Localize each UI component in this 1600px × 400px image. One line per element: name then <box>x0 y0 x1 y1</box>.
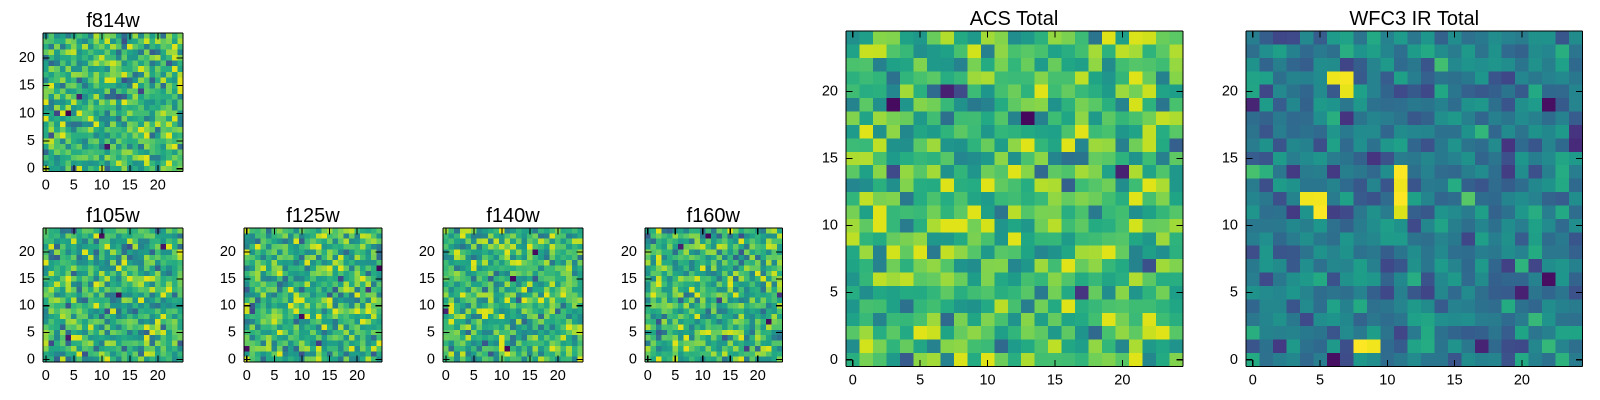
svg-text:5: 5 <box>916 373 924 389</box>
svg-text:20: 20 <box>220 244 236 260</box>
svg-text:0: 0 <box>27 351 35 367</box>
svg-text:10: 10 <box>19 105 35 121</box>
svg-text:5: 5 <box>270 368 278 384</box>
svg-text:15: 15 <box>722 368 738 384</box>
svg-text:10: 10 <box>220 297 236 313</box>
svg-text:15: 15 <box>522 368 538 384</box>
svg-text:10: 10 <box>821 218 837 234</box>
svg-text:0: 0 <box>829 352 837 368</box>
svg-text:15: 15 <box>19 270 35 286</box>
svg-text:20: 20 <box>550 368 566 384</box>
svg-text:20: 20 <box>821 83 837 99</box>
svg-text:5: 5 <box>228 324 236 340</box>
svg-text:5: 5 <box>628 324 636 340</box>
svg-text:0: 0 <box>42 177 50 193</box>
svg-text:10: 10 <box>94 177 110 193</box>
svg-text:5: 5 <box>1316 373 1324 389</box>
svg-text:0: 0 <box>628 351 636 367</box>
svg-text:15: 15 <box>419 270 435 286</box>
svg-text:5: 5 <box>671 368 679 384</box>
svg-text:15: 15 <box>1222 150 1238 166</box>
svg-text:0: 0 <box>27 160 35 176</box>
svg-text:0: 0 <box>643 368 651 384</box>
svg-text:20: 20 <box>749 368 765 384</box>
svg-text:10: 10 <box>1222 218 1238 234</box>
svg-text:10: 10 <box>979 373 995 389</box>
svg-text:20: 20 <box>1514 373 1530 389</box>
svg-text:5: 5 <box>70 177 78 193</box>
svg-text:10: 10 <box>19 297 35 313</box>
svg-text:10: 10 <box>620 297 636 313</box>
svg-text:10: 10 <box>94 368 110 384</box>
svg-text:20: 20 <box>419 244 435 260</box>
svg-text:10: 10 <box>1379 373 1395 389</box>
svg-text:10: 10 <box>494 368 510 384</box>
svg-text:20: 20 <box>19 49 35 65</box>
svg-text:20: 20 <box>620 244 636 260</box>
svg-text:20: 20 <box>150 177 166 193</box>
svg-text:0: 0 <box>243 368 251 384</box>
svg-text:5: 5 <box>27 324 35 340</box>
svg-text:15: 15 <box>122 177 138 193</box>
svg-text:0: 0 <box>848 373 856 389</box>
svg-text:15: 15 <box>620 270 636 286</box>
svg-text:0: 0 <box>1249 373 1257 389</box>
svg-text:20: 20 <box>19 244 35 260</box>
svg-text:0: 0 <box>442 368 450 384</box>
svg-text:0: 0 <box>42 368 50 384</box>
svg-text:10: 10 <box>294 368 310 384</box>
svg-text:20: 20 <box>150 368 166 384</box>
svg-text:15: 15 <box>122 368 138 384</box>
svg-text:5: 5 <box>1230 285 1238 301</box>
svg-text:15: 15 <box>19 77 35 93</box>
svg-text:0: 0 <box>1230 352 1238 368</box>
svg-text:15: 15 <box>220 270 236 286</box>
svg-text:5: 5 <box>829 285 837 301</box>
svg-text:20: 20 <box>1114 373 1130 389</box>
svg-text:5: 5 <box>27 133 35 149</box>
svg-text:20: 20 <box>349 368 365 384</box>
svg-text:10: 10 <box>419 297 435 313</box>
svg-text:10: 10 <box>694 368 710 384</box>
svg-text:0: 0 <box>427 351 435 367</box>
svg-text:5: 5 <box>70 368 78 384</box>
svg-text:5: 5 <box>427 324 435 340</box>
svg-text:15: 15 <box>1447 373 1463 389</box>
svg-text:15: 15 <box>321 368 337 384</box>
svg-text:15: 15 <box>821 150 837 166</box>
svg-text:15: 15 <box>1046 373 1062 389</box>
svg-text:20: 20 <box>1222 83 1238 99</box>
svg-text:0: 0 <box>228 351 236 367</box>
svg-text:5: 5 <box>470 368 478 384</box>
